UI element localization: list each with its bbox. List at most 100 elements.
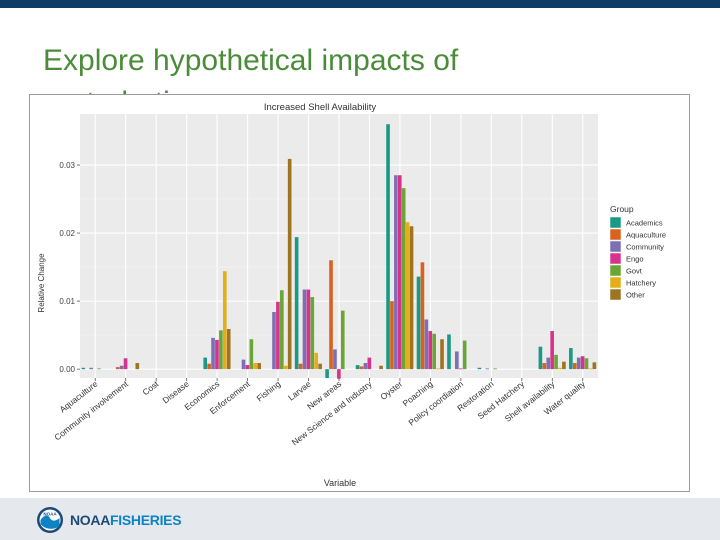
bar-aquaculture-5 [207, 363, 211, 370]
bar-community-6 [241, 359, 246, 370]
bar-hatchery-12 [436, 368, 440, 370]
bar-academics-1 [81, 367, 86, 370]
bar-community-8 [302, 289, 307, 370]
x-axis-label: Variable [324, 478, 356, 488]
bar-academics-5 [203, 357, 208, 370]
x-tick-label: Cost [140, 378, 160, 397]
bar-other-11 [409, 226, 414, 370]
bar-community-9 [333, 349, 337, 370]
bar-other-8 [318, 363, 322, 370]
bar-community-7 [272, 312, 276, 370]
bar-govt-11 [401, 188, 406, 370]
legend-swatch-academics [609, 216, 622, 229]
bar-other-2 [135, 363, 140, 370]
x-tick-label: Policy coordiation [406, 379, 465, 428]
bar-aquaculture-11 [390, 301, 394, 370]
bar-govt-9 [340, 310, 345, 370]
bar-aquaculture-17 [572, 363, 577, 370]
bar-other-7 [287, 158, 292, 370]
bar-hatchery-8 [314, 352, 319, 370]
bar-academics-11 [386, 124, 390, 370]
x-tick-label: Oyster [378, 379, 404, 402]
x-tick-label: Fishing [255, 379, 283, 404]
bar-hatchery-7 [283, 365, 288, 370]
bar-engo-6 [245, 365, 250, 370]
legend-swatch-aquaculture [609, 228, 622, 241]
legend-label-aquaculture: Aquaculture [626, 231, 666, 240]
bar-aquaculture-8 [298, 363, 303, 370]
bar-engo-10 [367, 357, 372, 370]
emblem-text: NOAA [43, 512, 57, 517]
legend-label-academics: Academics [626, 219, 663, 228]
noaa-emblem-icon: NOAA [37, 507, 63, 533]
legend-label-community: Community [626, 243, 664, 252]
bar-aquaculture-2 [115, 367, 120, 370]
bar-chart: Increased Shell Availability 0.00 0.01 0.0… [37, 102, 666, 488]
bar-govt-1 [97, 368, 101, 370]
bar-govt-13 [462, 340, 467, 370]
bar-other-17 [592, 362, 597, 370]
bar-academics-16 [538, 346, 543, 370]
bar-hatchery-16 [558, 367, 562, 370]
bar-academics-17 [569, 348, 573, 370]
chart-figure: Increased Shell Availability 0.00 0.01 0.0… [29, 94, 690, 492]
y-tick-label: 0.01 [59, 297, 75, 306]
legend-label-engo: Engo [626, 255, 644, 264]
bar-engo-8 [306, 289, 311, 370]
bar-other-10 [379, 365, 383, 370]
bar-community-13 [455, 351, 459, 370]
bar-academics-14 [477, 367, 482, 370]
bar-academics-10 [355, 365, 360, 370]
y-tick-label: 0.02 [59, 229, 75, 238]
bar-academics-8 [294, 237, 299, 370]
chart-title: Increased Shell Availability [264, 102, 377, 113]
bar-govt-12 [432, 333, 436, 370]
bar-aquaculture-12 [420, 262, 425, 370]
bar-academics-13 [447, 334, 451, 370]
bar-other-16 [562, 361, 566, 370]
legend-swatch-other [609, 288, 622, 301]
bar-academics-9 [325, 369, 329, 378]
y-tick-label: 0.00 [59, 365, 75, 374]
bar-engo-5 [215, 339, 219, 370]
bar-hatchery-11 [405, 222, 410, 370]
legend: Group Academics Aquaculture Community Engo G… [609, 204, 666, 301]
bar-aquaculture-9 [329, 260, 333, 370]
bar-community-1 [89, 367, 93, 370]
bar-academics-12 [416, 276, 421, 370]
bar-govt-16 [554, 354, 558, 370]
noaa-fisheries-logo: NOAAFISHERIES [70, 512, 182, 528]
bar-hatchery-5 [222, 271, 227, 370]
bar-govt-7 [280, 290, 284, 370]
top-accent-bar [0, 0, 720, 8]
bar-community-11 [394, 175, 398, 370]
y-tick-label: 0.03 [59, 161, 75, 170]
bar-govt-8 [310, 297, 315, 370]
logo-word-fisheries: FISHERIES [110, 512, 182, 528]
bar-community-14 [485, 368, 490, 370]
bar-engo-17 [580, 356, 585, 370]
bar-govt-14 [493, 368, 497, 370]
bar-engo-2 [123, 358, 128, 370]
bar-hatchery-6 [253, 363, 258, 370]
bar-engo-13 [458, 368, 463, 370]
bar-aquaculture-10 [359, 366, 364, 370]
legend-swatch-engo [609, 252, 622, 265]
bar-community-16 [546, 357, 551, 370]
bar-other-12 [440, 339, 444, 370]
bar-govt-17 [584, 358, 589, 370]
legend-label-other: Other [626, 291, 645, 300]
bar-engo-16 [550, 331, 554, 370]
bar-engo-7 [276, 301, 280, 370]
y-axis-label: Relative Change [37, 253, 46, 313]
bar-aquaculture-16 [542, 363, 547, 370]
bar-govt-5 [219, 330, 223, 370]
bar-engo-9 [337, 369, 341, 379]
bar-community-10 [363, 363, 368, 370]
legend-swatch-govt [609, 264, 622, 277]
bar-engo-11 [397, 175, 402, 370]
bar-community-2 [119, 365, 124, 370]
legend-swatch-community [609, 240, 622, 253]
bar-community-5 [211, 337, 215, 370]
